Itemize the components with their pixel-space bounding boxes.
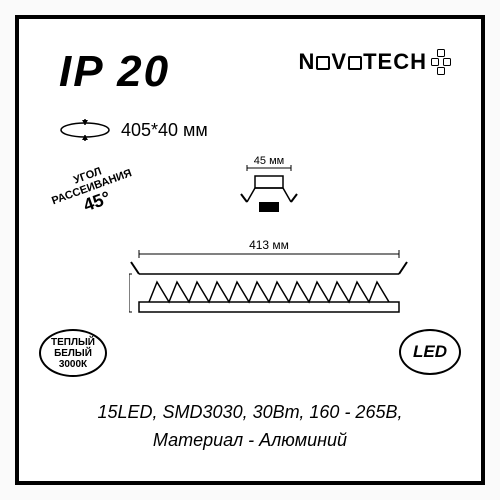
brand-o2 bbox=[348, 56, 362, 70]
brand-squares-icon bbox=[431, 49, 451, 75]
brand-o1 bbox=[316, 56, 330, 70]
cutout-dimension-row: 405*40 мм bbox=[59, 119, 208, 141]
spec-line1: 15LED, SMD3030, 30Вт, 160 - 265В, bbox=[19, 402, 481, 423]
cutout-dimensions: 405*40 мм bbox=[121, 120, 208, 141]
width-label: 413 мм bbox=[249, 238, 289, 252]
cct-line3: 3000К bbox=[59, 359, 87, 370]
spec-line2: Материал - Алюминий bbox=[19, 430, 481, 451]
brand-suffix: TECH bbox=[363, 49, 427, 74]
clip-width-label: 45 мм bbox=[254, 155, 284, 167]
fixture-body bbox=[131, 262, 407, 312]
product-diagram: 45 мм 413 мм bbox=[129, 154, 409, 334]
led-text: LED bbox=[413, 342, 447, 362]
beam-angle-badge: УГОЛ РАССЕИВАНИЯ 45° bbox=[46, 156, 140, 226]
cct-badge: ТЕПЛЫЙ БЕЛЫЙ 3000К bbox=[39, 329, 107, 377]
brand-prefix: N bbox=[299, 49, 316, 74]
ip-rating: IP 20 bbox=[59, 47, 170, 97]
cct-line2: БЕЛЫЙ bbox=[54, 348, 92, 359]
cct-line1: ТЕПЛЫЙ bbox=[51, 337, 95, 348]
brand-logo-block: NVTECH bbox=[299, 49, 451, 75]
cutout-icon bbox=[59, 119, 111, 141]
led-badge: LED bbox=[399, 329, 461, 375]
spec-card: IP 20 NVTECH 405*40 мм УГОЛ РАССЕИВАНИЯ … bbox=[15, 15, 485, 485]
clip-top: 45 мм bbox=[241, 155, 297, 212]
